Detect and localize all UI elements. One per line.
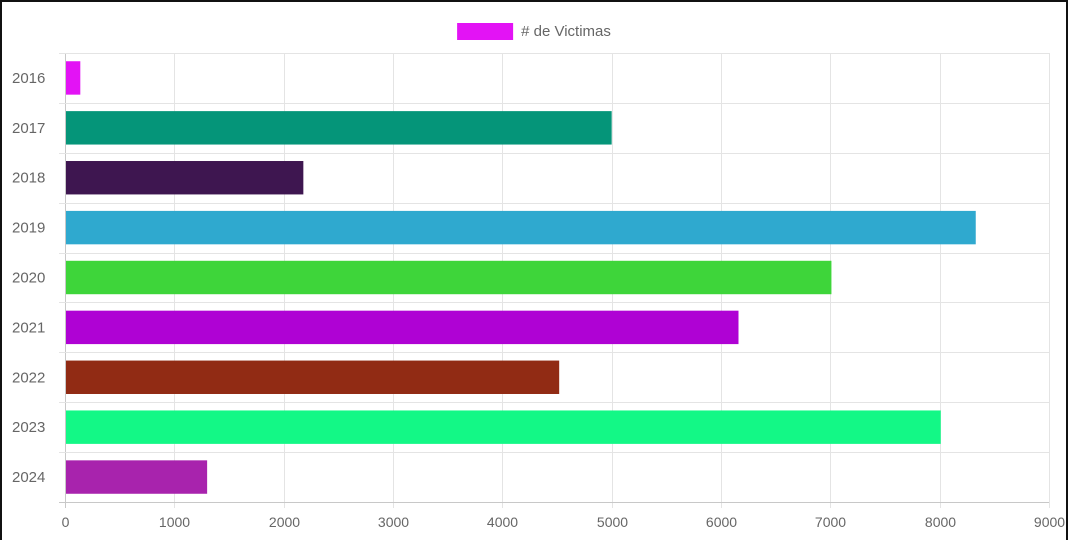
x-tick-label: 2000 (269, 514, 300, 530)
x-tick-label: 4000 (487, 514, 518, 530)
bars (66, 61, 976, 494)
bar-2022[interactable] (66, 360, 560, 394)
bar-2016[interactable] (66, 61, 81, 95)
y-tick-label: 2020 (12, 270, 45, 287)
legend-swatch (457, 23, 514, 40)
bar-2023[interactable] (66, 410, 941, 444)
bar-2019[interactable] (66, 210, 976, 245)
y-tick-label: 2016 (12, 70, 45, 87)
bar-2024[interactable] (66, 460, 208, 494)
x-tick-label: 9000 (1034, 514, 1065, 530)
bar-2020[interactable] (66, 260, 832, 295)
x-axis: 0 1000 2000 3000 4000 5000 6000 7000 8000 9000 (62, 514, 1066, 530)
legend-label: # de Victimas (521, 23, 611, 40)
y-tick-label: 2024 (12, 469, 45, 486)
y-tick-label: 2018 (12, 170, 45, 187)
bar-2018[interactable] (66, 161, 304, 195)
bar-2021[interactable] (66, 310, 739, 345)
y-tick-label: 2021 (12, 319, 45, 336)
legend[interactable]: # de Victimas (457, 23, 611, 40)
y-tick-label: 2019 (12, 220, 45, 237)
x-tick-label: 6000 (706, 514, 737, 530)
y-tick-label: 2017 (12, 120, 45, 137)
y-axis: 2016 2017 2018 2019 2020 2021 2022 2023 2024 (12, 70, 45, 486)
x-tick-label: 8000 (925, 514, 956, 530)
x-tick-label: 1000 (159, 514, 190, 530)
x-tick-label: 7000 (815, 514, 846, 530)
x-tick-label: 0 (62, 514, 70, 530)
bar-2017[interactable] (66, 111, 612, 145)
x-tick-label: 3000 (378, 514, 409, 530)
y-tick-label: 2023 (12, 419, 45, 436)
y-tick-label: 2022 (12, 369, 45, 386)
x-tick-label: 5000 (597, 514, 628, 530)
